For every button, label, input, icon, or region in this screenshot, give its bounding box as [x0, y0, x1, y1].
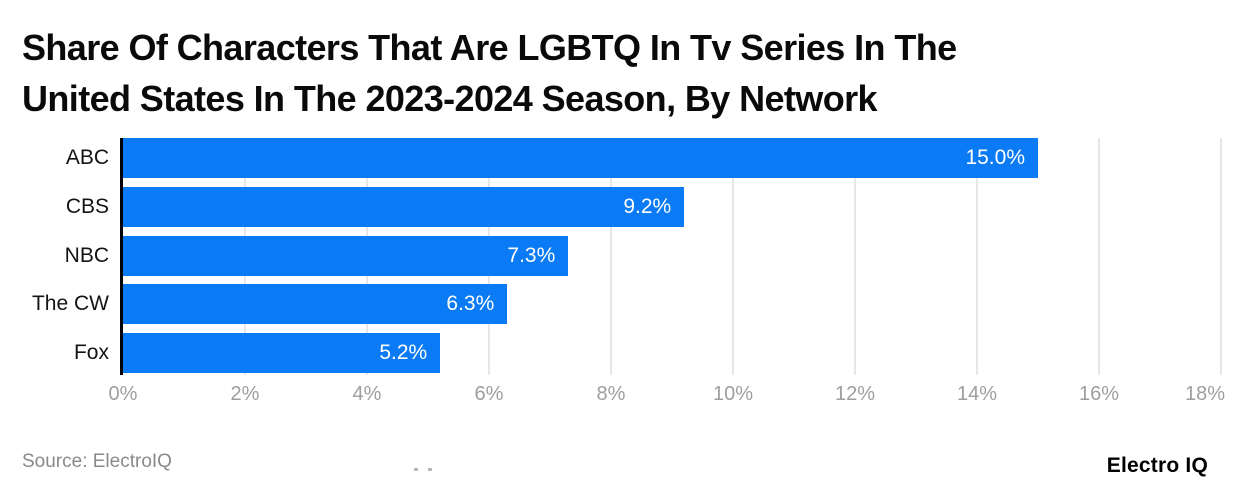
chart-title: Share Of Characters That Are LGBTQ In Tv…	[22, 22, 957, 124]
plot-area: ABC 15.0% CBS 9.2% NBC 7.3% The CW 6.3% Fox 5.2%	[32, 138, 1222, 375]
chart-title-line2: United States In The 2023-2024 Season, B…	[22, 78, 878, 119]
bar-nbc: 7.3%	[123, 235, 569, 276]
x-tick-label-8: 8%	[596, 383, 626, 405]
x-tick-label-12: 12%	[834, 383, 876, 405]
gridline-18	[1220, 138, 1222, 375]
gridline-10	[732, 138, 734, 375]
gridline-14	[976, 138, 978, 375]
bar-row: ABC 15.0%	[66, 138, 1221, 178]
category-label: CBS	[65, 194, 109, 218]
bar-row: The CW 6.3%	[32, 284, 1221, 325]
bar-fox: 5.2%	[123, 333, 441, 373]
x-tick-label-4: 4%	[352, 383, 382, 405]
gridline-8	[610, 138, 612, 375]
category-label: The CW	[31, 292, 109, 316]
footer-dot-left	[414, 468, 418, 471]
x-tick-label-6: 6%	[474, 383, 504, 405]
bar-value-label: 6.3%	[446, 292, 495, 316]
x-tick-label-2: 2%	[230, 383, 260, 405]
bar-the-cw: 6.3%	[123, 284, 508, 325]
gridline-12	[854, 138, 856, 375]
category-label: ABC	[65, 146, 109, 169]
bar-chart: ABC 15.0% CBS 9.2% NBC 7.3% The CW 6.3% Fox 5.2% …	[32, 138, 1225, 413]
y-axis-line	[120, 138, 123, 375]
bar-abc: 15.0%	[123, 138, 1038, 178]
x-tick-label-18: 18%	[1184, 383, 1226, 405]
x-tick-label-14: 14%	[956, 383, 998, 405]
source-note: Source: ElectroIQ	[22, 451, 172, 472]
bar-cbs: 9.2%	[123, 186, 685, 227]
bar-row: NBC 7.3%	[65, 235, 1221, 276]
x-axis: 0% 2% 4% 6% 8% 10% 12% 14% 16% 18%	[109, 383, 1225, 413]
bar-value-label: 7.3%	[507, 243, 556, 267]
bar-row: CBS 9.2%	[66, 186, 1221, 227]
chart-title-line1: Share Of Characters That Are LGBTQ In Tv…	[22, 27, 957, 68]
category-label: Fox	[73, 341, 109, 364]
x-tick-label-0: 0%	[108, 383, 138, 405]
brand-logo: Electro IQ	[1106, 454, 1208, 477]
bar-value-label: 9.2%	[623, 194, 672, 218]
bar-value-label: 5.2%	[379, 341, 428, 364]
category-label: NBC	[64, 243, 109, 267]
bar-value-label: 15.0%	[965, 146, 1025, 169]
gridline-16	[1098, 138, 1100, 375]
bar-row: Fox 5.2%	[74, 333, 1221, 373]
footer-dot-right	[428, 468, 432, 471]
x-tick-label-16: 16%	[1078, 383, 1120, 405]
x-tick-label-10: 10%	[712, 383, 754, 405]
